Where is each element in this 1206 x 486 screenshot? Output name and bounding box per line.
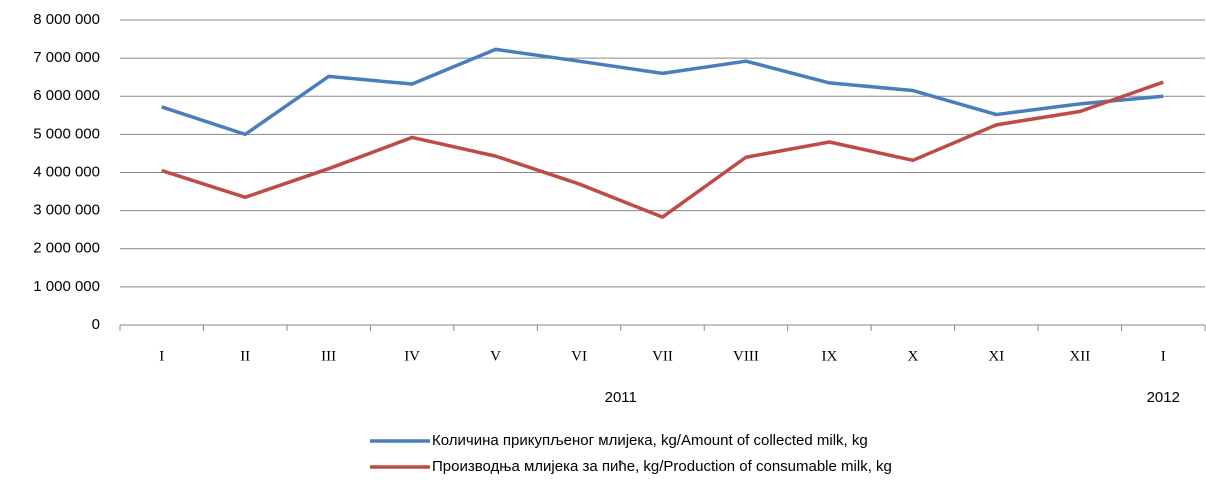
x-tick-label: XI [988, 348, 1004, 364]
x-tick-label: V [490, 348, 501, 364]
y-tick-label: 5 000 000 [33, 125, 100, 142]
legend-label: Количина прикупљеног млијека, kg/Amount … [432, 432, 868, 449]
series-line [161, 47, 1164, 137]
y-tick-label: 8 000 000 [33, 11, 100, 28]
x-tick-label: VIII [733, 348, 759, 364]
legend-label: Производња млијека за пиће, kg/Productio… [432, 458, 892, 475]
x-tick-label: II [240, 348, 250, 364]
x-tick-label: IX [822, 348, 838, 364]
x-tick-label: X [907, 348, 918, 364]
y-tick-label: 1 000 000 [33, 278, 100, 295]
y-tick-label: 3 000 000 [33, 202, 100, 219]
x-group-label: 2012 [1147, 389, 1180, 406]
x-tick-label: IV [404, 348, 420, 364]
x-tick-label: XII [1069, 348, 1090, 364]
series-line [161, 80, 1164, 219]
x-tick-label: I [159, 348, 164, 364]
x-group-label: 2011 [605, 389, 637, 406]
y-tick-label: 0 [92, 316, 100, 333]
y-tick-label: 7 000 000 [33, 49, 100, 66]
x-tick-label: I [1161, 348, 1166, 364]
x-tick-label: III [321, 348, 336, 364]
x-tick-label: VII [652, 348, 673, 364]
x-tick-label: VI [571, 348, 587, 364]
y-tick-label: 2 000 000 [33, 240, 100, 257]
y-tick-label: 6 000 000 [33, 87, 100, 104]
y-tick-label: 4 000 000 [33, 163, 100, 180]
